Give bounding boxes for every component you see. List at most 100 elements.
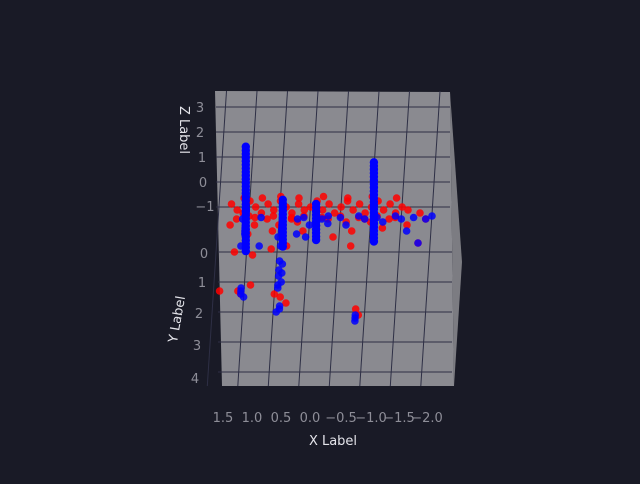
- data-point: [305, 221, 314, 229]
- data-point: [397, 215, 406, 223]
- data-point: [379, 206, 388, 214]
- y-axis-label: Y Label: [166, 295, 189, 345]
- data-point: [251, 203, 260, 211]
- data-point: [361, 209, 369, 217]
- x-tick-labels: 1.5 1.0 0.5 0.0 −0.5 −1.0 −1.5 −2.0: [213, 411, 443, 426]
- data-point: [346, 242, 355, 250]
- data-point: [391, 212, 400, 220]
- data-point: [402, 227, 411, 235]
- right-pane-edge: [450, 92, 462, 386]
- data-point: [398, 203, 406, 211]
- x-tick-label: 1.5: [213, 411, 234, 426]
- z-tick-label: 1: [198, 151, 206, 166]
- data-point: [294, 200, 303, 208]
- data-point: [248, 251, 257, 259]
- data-point: [319, 192, 328, 201]
- data-point: [239, 293, 248, 301]
- x-tick-label: −2.0: [411, 411, 443, 426]
- data-points: [215, 142, 436, 325]
- data-point: [385, 215, 393, 223]
- data-point: [324, 219, 332, 228]
- data-point: [230, 248, 239, 256]
- data-point: [378, 224, 387, 232]
- data-point: [360, 215, 369, 223]
- data-point: [301, 233, 310, 241]
- data-point: [347, 227, 356, 235]
- z-tick-label: 3: [196, 101, 204, 116]
- data-point: [272, 308, 281, 316]
- data-point: [300, 213, 308, 222]
- data-point: [355, 200, 364, 208]
- data-point: [349, 206, 357, 214]
- data-point: [330, 209, 339, 217]
- y-tick-label: 4: [191, 372, 199, 387]
- data-point: [403, 221, 411, 229]
- y-tick-label: 2: [195, 307, 203, 322]
- y-tick-labels: 0 1 2 3 4: [191, 247, 208, 387]
- data-point: [278, 260, 287, 268]
- data-point: [270, 290, 279, 298]
- data-point: [255, 242, 263, 250]
- data-point: [282, 299, 290, 307]
- data-point: [311, 199, 321, 209]
- data-point: [416, 209, 424, 217]
- y-tick-label: 3: [193, 339, 201, 354]
- data-point: [344, 194, 352, 202]
- data-point: [293, 215, 302, 223]
- y-tick-label: 1: [198, 276, 206, 291]
- data-point: [241, 142, 250, 151]
- data-point: [409, 213, 418, 222]
- data-point: [274, 284, 282, 292]
- data-point: [318, 206, 327, 214]
- data-point: [251, 213, 259, 222]
- data-point: [351, 305, 360, 313]
- x-tick-label: −1.0: [355, 411, 387, 426]
- data-point: [258, 194, 267, 202]
- y-tick-label: 0: [200, 247, 208, 262]
- data-point: [329, 233, 337, 241]
- grid-line-x: [206, 90, 227, 387]
- x-tick-label: −1.5: [383, 411, 415, 426]
- data-point: [414, 239, 422, 247]
- data-point: [215, 287, 224, 295]
- data-point: [268, 227, 277, 235]
- z-tick-label: 2: [196, 126, 204, 141]
- data-point: [404, 206, 412, 214]
- data-point: [379, 218, 387, 226]
- data-point: [392, 194, 401, 202]
- data-point: [227, 200, 236, 208]
- data-point: [267, 245, 276, 253]
- data-point: [246, 281, 255, 289]
- data-point: [386, 200, 394, 208]
- x-tick-label: 0.0: [300, 411, 321, 426]
- x-axis-label: X Label: [309, 434, 357, 449]
- data-point: [325, 200, 333, 208]
- data-point: [250, 221, 259, 229]
- z-tick-label: 0: [199, 176, 207, 191]
- data-point: [336, 213, 345, 222]
- data-point: [264, 200, 272, 208]
- data-point: [421, 215, 430, 223]
- data-point: [299, 227, 307, 235]
- data-point: [337, 203, 345, 211]
- data-point: [270, 206, 278, 214]
- x-tick-label: 0.5: [271, 411, 292, 426]
- z-tick-labels: 3 2 1 0 −1: [195, 101, 214, 215]
- data-point: [300, 206, 309, 214]
- data-point: [324, 212, 333, 220]
- data-point: [269, 212, 278, 220]
- data-point: [369, 158, 379, 167]
- data-point: [355, 212, 363, 220]
- grid-line-x: [389, 90, 410, 387]
- data-point: [232, 215, 241, 223]
- data-point: [292, 230, 301, 238]
- grid-line-x: [359, 90, 380, 387]
- data-point: [287, 215, 296, 223]
- data-point: [233, 206, 241, 214]
- x-tick-label: 1.0: [242, 411, 263, 426]
- x-tick-label: −0.5: [325, 411, 357, 426]
- data-point: [257, 213, 265, 222]
- grid-line-x: [328, 90, 349, 387]
